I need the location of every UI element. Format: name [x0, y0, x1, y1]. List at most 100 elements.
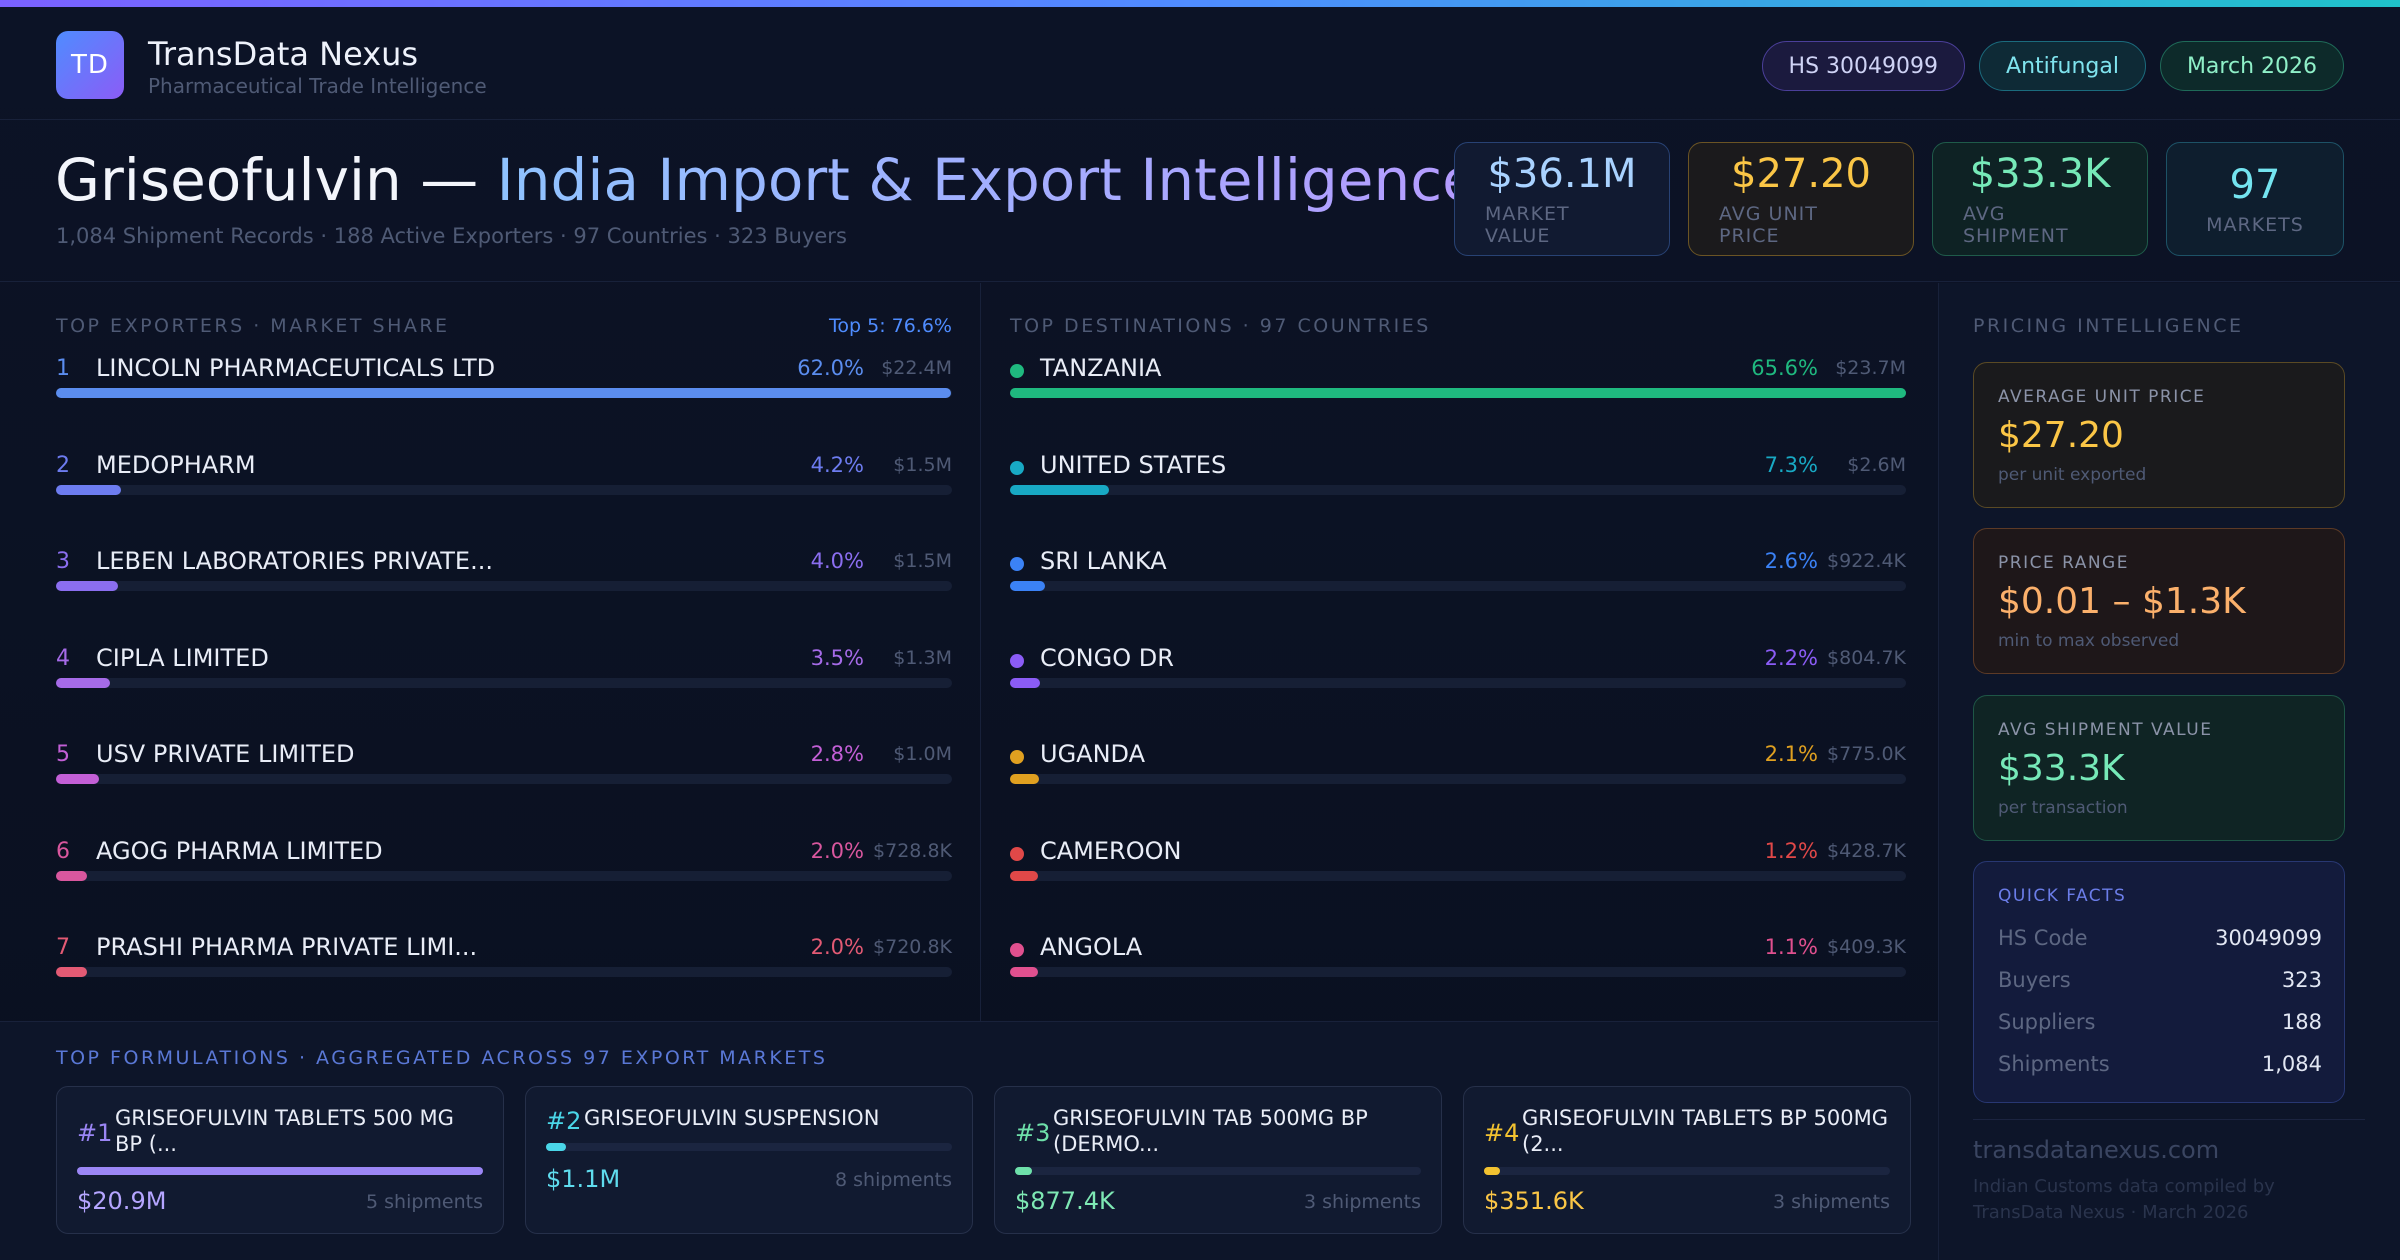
- formulation-rank: #2: [546, 1107, 582, 1135]
- share-bar-fill: [56, 581, 118, 591]
- exporter-share-pct: 62.0%: [797, 356, 864, 380]
- brand-subtitle: Pharmaceutical Trade Intelligence: [148, 74, 487, 98]
- card-label: PRICE RANGE: [1998, 553, 2129, 573]
- formulation-shipments: 8 shipments: [835, 1169, 952, 1191]
- share-bar-fill: [56, 870, 87, 881]
- stat-label: MARKET VALUE: [1485, 203, 1570, 247]
- site-link[interactable]: transdatanexus.com: [1973, 1136, 2220, 1164]
- sidebar-divider: [1938, 283, 1939, 1260]
- exporter-name: LEBEN LABORATORIES PRIVATE...: [96, 547, 493, 575]
- country-share-pct: 1.1%: [1764, 935, 1818, 959]
- date-chip[interactable]: March 2026: [2159, 41, 2344, 91]
- destination-row[interactable]: TANZANIA 65.6% $23.7M: [1010, 348, 1906, 408]
- share-bar-fill: [1010, 581, 1046, 591]
- country-amount: $775.0K: [1827, 743, 1906, 765]
- exporter-row[interactable]: 1 LINCOLN PHARMACEUTICALS LTD 62.0% $22.4M: [56, 348, 952, 408]
- exporter-name: AGOG PHARMA LIMITED: [96, 836, 383, 865]
- price-range-card: PRICE RANGE $0.01 – $1.3K min to max obs…: [1973, 528, 2345, 674]
- fact-value: 188: [2281, 1010, 2322, 1034]
- quick-facts-card: QUICK FACTS HS Code 30049099 Buyers 323 …: [1973, 861, 2345, 1103]
- formulation-bar-track: [1015, 1167, 1421, 1175]
- card-value: $0.01 – $1.3K: [1998, 581, 2246, 622]
- exporter-row[interactable]: 4 CIPLA LIMITED 3.5% $1.3M: [56, 638, 952, 698]
- share-bar-track: [56, 388, 952, 398]
- fact-key: Buyers: [1998, 968, 2071, 992]
- formulation-value: $351.6K: [1484, 1187, 1584, 1215]
- formulation-card[interactable]: #2 GRISEOFULVIN SUSPENSION $1.1M 8 shipment…: [525, 1086, 973, 1234]
- top5-share: Top 5: 76.6%: [829, 315, 952, 337]
- country-amount: $409.3K: [1827, 936, 1906, 958]
- destination-row[interactable]: SRI LANKA 2.6% $922.4K: [1010, 541, 1906, 601]
- share-bar-track: [56, 677, 952, 688]
- destination-row[interactable]: CAMEROON 1.2% $428.7K: [1010, 831, 1906, 891]
- exporter-rank: 4: [56, 645, 70, 671]
- country-name: UNITED STATES: [1040, 450, 1227, 479]
- data-credit: Indian Customs data compiled by TransDat…: [1973, 1176, 2275, 1223]
- exporters-title: TOP EXPORTERS · MARKET SHARE: [56, 315, 450, 337]
- destination-row[interactable]: CONGO DR 2.2% $804.7K: [1010, 638, 1906, 698]
- exporter-amount: $728.8K: [873, 839, 952, 862]
- kpi-stats: $36.1M MARKET VALUE $27.20 AVG UNIT PRIC…: [1454, 142, 2344, 256]
- country-amount: $23.7M: [1835, 357, 1906, 379]
- category-chip[interactable]: Antifungal: [1979, 41, 2146, 91]
- formulation-rank: #1: [77, 1119, 113, 1147]
- brand-name: TransData Nexus: [148, 35, 419, 73]
- share-bar-fill: [1010, 388, 1906, 398]
- formulation-bar-fill: [1015, 1167, 1033, 1175]
- exporter-name: USV PRIVATE LIMITED: [96, 740, 355, 768]
- formulation-card[interactable]: #3 GRISEOFULVIN TAB 500MG BP (DERMO... $87…: [994, 1086, 1442, 1234]
- exporter-row[interactable]: 6 AGOG PHARMA LIMITED 2.0% $728.8K: [56, 831, 952, 891]
- exporter-row[interactable]: 7 PRASHI PHARMA PRIVATE LIMI... 2.0% $720.8…: [56, 927, 952, 987]
- country-amount: $2.6M: [1847, 453, 1906, 476]
- app-header: TD TransData Nexus Pharmaceutical Trade …: [0, 7, 2400, 120]
- destination-row[interactable]: UNITED STATES 7.3% $2.6M: [1010, 445, 1906, 505]
- formulation-rank: #3: [1015, 1119, 1051, 1147]
- exporter-row[interactable]: 5 USV PRIVATE LIMITED 2.8% $1.0M: [56, 734, 952, 794]
- share-bar-fill: [1010, 484, 1110, 495]
- quick-facts-title: QUICK FACTS: [1998, 886, 2127, 906]
- stat-label: AVG SHIPMENT: [1963, 203, 2069, 247]
- country-share-pct: 7.3%: [1764, 452, 1818, 477]
- stat-label: MARKETS: [2206, 214, 2304, 236]
- hs-code-chip[interactable]: HS 30049099: [1761, 41, 1966, 91]
- country-color-dot: [1010, 364, 1024, 378]
- formulation-card[interactable]: #1 GRISEOFULVIN TABLETS 500 MG BP (... $20…: [56, 1086, 504, 1234]
- exporter-rank: 7: [56, 935, 70, 960]
- share-bar-fill: [56, 774, 100, 784]
- formulation-shipments: 3 shipments: [1304, 1191, 1421, 1213]
- formulations-title: TOP FORMULATIONS · AGGREGATED ACROSS 97 …: [56, 1047, 828, 1069]
- share-bar-track: [56, 774, 952, 784]
- country-share-pct: 2.6%: [1764, 549, 1818, 573]
- formulation-card[interactable]: #4 GRISEOFULVIN TABLETS BP 500MG (2... $35…: [1463, 1086, 1911, 1234]
- country-amount: $428.7K: [1827, 839, 1906, 862]
- page-title-rest: India Import & Export Intelligence: [496, 146, 1478, 214]
- exporter-rank: 1: [56, 356, 70, 381]
- destinations-header: TOP DESTINATIONS · 97 COUNTRIES: [1010, 315, 1906, 337]
- stat-value: 97: [2229, 162, 2281, 208]
- share-bar-track: [1010, 967, 1906, 977]
- page-subtitle: 1,084 Shipment Records · 188 Active Expo…: [56, 224, 847, 248]
- stat-market-value: $36.1M MARKET VALUE: [1454, 142, 1670, 256]
- formulation-bar-fill: [546, 1143, 567, 1151]
- share-bar-track: [56, 581, 952, 591]
- fact-row-buyers: Buyers 323: [1998, 968, 2322, 998]
- country-share-pct: 65.6%: [1751, 356, 1818, 380]
- exporter-row[interactable]: 3 LEBEN LABORATORIES PRIVATE... 4.0% $1.5M: [56, 541, 952, 601]
- formulation-name: GRISEOFULVIN TAB 500MG BP (DERMO...: [1053, 1106, 1368, 1156]
- exporter-share-pct: 2.0%: [810, 935, 864, 959]
- formulation-shipments: 5 shipments: [366, 1191, 483, 1213]
- country-color-dot: [1010, 557, 1024, 571]
- destination-row[interactable]: ANGOLA 1.1% $409.3K: [1010, 927, 1906, 987]
- exporter-share-pct: 3.5%: [810, 645, 864, 670]
- accent-bar: [0, 0, 2400, 7]
- country-amount: $922.4K: [1827, 550, 1906, 572]
- formulation-bar-fill: [77, 1167, 483, 1175]
- share-bar-track: [1010, 870, 1906, 881]
- card-subtext: per unit exported: [1998, 465, 2147, 485]
- destination-row[interactable]: UGANDA 2.1% $775.0K: [1010, 734, 1906, 794]
- exporter-row[interactable]: 2 MEDOPHARM 4.2% $1.5M: [56, 445, 952, 505]
- exporter-amount: $1.0M: [893, 743, 952, 765]
- country-name: CONGO DR: [1040, 643, 1174, 672]
- share-bar-track: [1010, 581, 1906, 591]
